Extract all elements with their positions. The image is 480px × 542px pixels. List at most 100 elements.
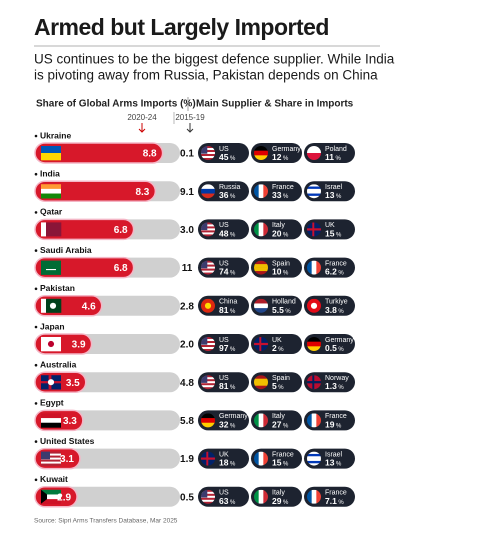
flag-stripe: [201, 260, 215, 263]
flag-stripe: [41, 184, 61, 190]
supplier-name: Turkiye: [325, 299, 348, 306]
supplier-share: 12%: [272, 152, 289, 162]
share-unit: %: [230, 194, 236, 200]
flag-stripe: [41, 455, 61, 458]
flag-stripe: [258, 222, 264, 237]
flag-stripe: [201, 270, 215, 273]
flag-stripe: [41, 188, 61, 194]
flag-stripe: [201, 193, 215, 199]
flag-icon: [307, 451, 321, 466]
flag-stripe: [201, 337, 215, 340]
flag-stripe: [307, 341, 321, 347]
flag-icon: [307, 260, 321, 275]
flag-stripe: [263, 222, 268, 237]
share-unit: %: [283, 270, 289, 276]
share-unit: %: [230, 499, 236, 505]
country-label: Saudi Arabia: [40, 245, 92, 255]
share-unit: %: [283, 194, 289, 200]
bullet: [34, 402, 38, 405]
flag-stripe: [254, 150, 268, 156]
share-unit: %: [283, 461, 289, 467]
share-value: 19: [325, 420, 335, 430]
supplier-name: US: [219, 146, 229, 153]
flag-icon: [201, 375, 215, 390]
supplier-name: Germany: [219, 413, 248, 420]
flag-canton: [201, 260, 208, 269]
flag-stripe: [307, 458, 321, 462]
supplier-share: 3.8%: [325, 305, 344, 315]
flag-stripe: [316, 489, 321, 504]
flag-stripe: [307, 193, 321, 197]
share-unit: %: [285, 308, 291, 314]
flag-stripe: [201, 152, 215, 155]
flag-detail: [49, 302, 57, 309]
supplier-share: 81%: [219, 381, 236, 391]
flag-icon: [201, 489, 215, 504]
share-unit: %: [336, 194, 342, 200]
flag-stripe: [201, 148, 215, 151]
flag-stripe: [307, 195, 321, 199]
supplier-share: 15%: [272, 458, 289, 468]
share-unit: %: [283, 499, 289, 505]
share-value: 20: [272, 229, 282, 239]
supplier-name: UK: [219, 451, 229, 458]
share-value: 27: [272, 420, 282, 430]
flag-icon: [41, 413, 61, 428]
share-value: 5: [272, 381, 277, 391]
prior-value-label: 2.8: [180, 301, 194, 312]
share-value: 13: [325, 190, 335, 200]
supplier-share: 74%: [219, 267, 236, 277]
flag-stripe: [201, 266, 215, 269]
flag-detail: [41, 489, 47, 504]
flag-stripe: [41, 451, 61, 454]
bar-value-label: 2.9: [57, 492, 71, 503]
flag-stripe: [201, 385, 215, 388]
supplier-name: Italy: [272, 222, 285, 229]
flag-icon: [307, 489, 321, 504]
flag-icon: [41, 375, 61, 390]
share-value: 29: [272, 496, 282, 506]
supplier-share: 7.1%: [325, 496, 344, 506]
flag-icon: [254, 298, 268, 313]
flag-stripe: [263, 413, 268, 428]
flag-stripe: [201, 489, 215, 493]
flag-stripe: [254, 146, 268, 151]
supplier-share: 2%: [272, 343, 284, 353]
flag-stripe: [41, 489, 61, 495]
flag-stripe: [316, 413, 321, 428]
bar-value-label: 6.8: [114, 225, 128, 236]
flag-stripe: [311, 260, 317, 275]
flag-stripe: [41, 494, 61, 500]
supplier-name: UK: [272, 337, 282, 344]
flag-stripe: [41, 222, 47, 237]
share-unit: %: [283, 232, 289, 238]
flag-stripe: [201, 499, 215, 503]
bar-value-label: 6.8: [114, 263, 128, 274]
country-label: Ukraine: [40, 130, 71, 140]
share-value: 15: [325, 229, 335, 239]
flag-stripe: [263, 489, 268, 504]
flag-stripe: [263, 451, 268, 466]
flag-stripe: [41, 298, 47, 313]
country-label: Pakistan: [40, 283, 75, 293]
prior-value-label: 1.9: [180, 454, 194, 465]
supplier-share: 13%: [325, 190, 342, 200]
supplier-name: Italy: [272, 490, 285, 497]
flag-stripe: [201, 272, 215, 275]
country-label: Australia: [40, 359, 77, 369]
share-unit: %: [230, 385, 236, 391]
subtitle-line: US continues to be the biggest defence s…: [34, 52, 395, 67]
share-unit: %: [338, 499, 344, 505]
share-unit: %: [338, 347, 344, 353]
flag-icon: [254, 260, 268, 275]
share-unit: %: [230, 347, 236, 353]
supplier-name: US: [219, 337, 229, 344]
flag-stripe: [254, 489, 259, 504]
flag-stripe: [201, 491, 215, 495]
share-value: 3.8: [325, 305, 337, 315]
supplier-share: 15%: [325, 229, 342, 239]
supplier-name: France: [325, 260, 347, 267]
flag-stripe: [201, 228, 215, 231]
share-unit: %: [230, 232, 236, 238]
